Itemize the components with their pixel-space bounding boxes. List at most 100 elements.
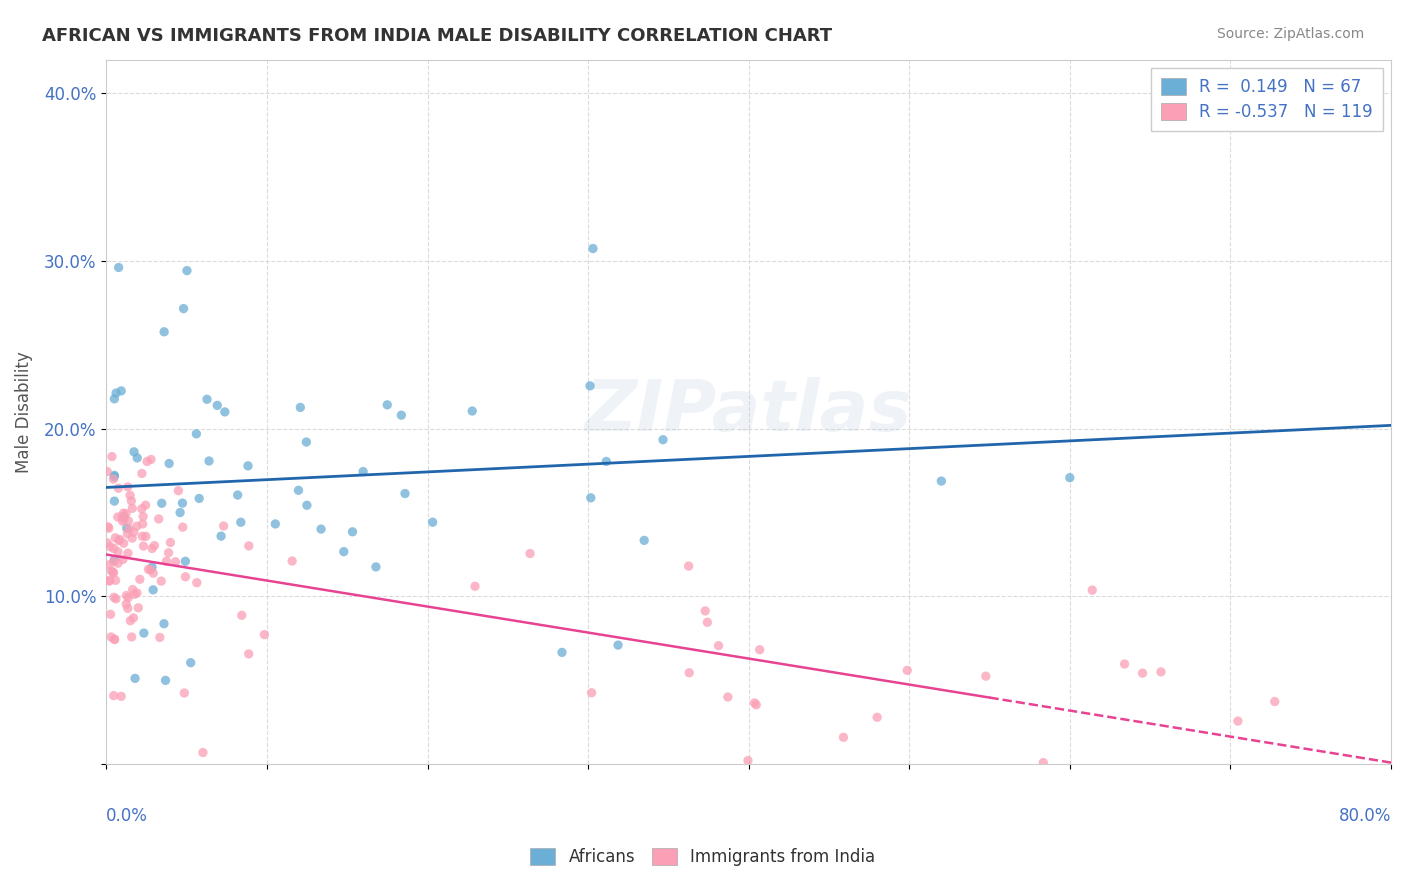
Point (155, 554, 177, 568)
Point (104, 574, 127, 588)
Point (198, 454, 221, 468)
Point (652, 433, 675, 447)
Point (290, 401, 312, 415)
Point (169, 506, 191, 520)
Point (176, 263, 198, 277)
Point (281, 554, 304, 568)
Point (678, 665, 700, 680)
Point (309, 522, 332, 536)
Point (122, 525, 145, 540)
Point (128, 572, 150, 586)
Point (121, 531, 143, 545)
Point (866, 710, 889, 724)
Point (117, 546, 139, 560)
Point (1251, 86, 1274, 100)
Point (1226, 714, 1249, 728)
Point (607, 638, 630, 652)
Point (214, 405, 236, 419)
Point (150, 496, 173, 510)
Point (103, 472, 125, 486)
Point (104, 531, 127, 545)
Point (127, 600, 149, 615)
Text: 80.0%: 80.0% (1339, 806, 1391, 824)
Point (142, 582, 165, 597)
Point (180, 656, 202, 670)
Point (100, 540, 122, 554)
Point (104, 591, 127, 606)
Point (115, 521, 138, 535)
Point (131, 501, 153, 516)
Point (174, 570, 197, 584)
Point (100, 630, 122, 644)
Point (707, 639, 730, 653)
Point (744, 696, 766, 710)
Point (832, 731, 855, 745)
Point (108, 533, 131, 548)
Point (135, 498, 157, 512)
Point (582, 242, 605, 256)
Point (173, 301, 195, 316)
Point (974, 669, 997, 683)
Point (120, 488, 142, 502)
Point (695, 604, 717, 618)
Point (121, 630, 143, 644)
Point (98, 574, 121, 588)
Point (115, 507, 138, 521)
Point (678, 559, 700, 574)
Point (139, 563, 162, 577)
Point (226, 488, 249, 502)
Point (103, 566, 125, 580)
Point (131, 529, 153, 543)
Point (422, 515, 444, 529)
Point (112, 536, 135, 550)
Text: AFRICAN VS IMMIGRANTS FROM INDIA MALE DISABILITY CORRELATION CHART: AFRICAN VS IMMIGRANTS FROM INDIA MALE DI… (42, 27, 832, 45)
Text: 0.0%: 0.0% (107, 806, 148, 824)
Point (111, 552, 134, 566)
Y-axis label: Male Disability: Male Disability (15, 351, 32, 473)
Point (103, 689, 125, 703)
Point (581, 686, 603, 700)
Point (124, 671, 146, 685)
Point (172, 496, 194, 510)
Point (579, 491, 602, 505)
Point (229, 515, 252, 529)
Point (375, 398, 398, 412)
Point (172, 520, 194, 534)
Point (107, 510, 129, 524)
Point (142, 566, 165, 581)
Point (139, 452, 162, 467)
Point (188, 491, 211, 506)
Point (103, 553, 125, 567)
Point (122, 611, 145, 625)
Point (896, 664, 918, 678)
Point (103, 632, 125, 646)
Point (103, 392, 125, 406)
Point (238, 539, 260, 553)
Point (107, 481, 129, 495)
Point (132, 539, 155, 553)
Point (115, 597, 138, 611)
Point (117, 591, 139, 605)
Point (149, 631, 172, 645)
Point (97, 558, 120, 572)
Point (153, 325, 176, 339)
Point (464, 579, 486, 593)
Point (117, 526, 139, 541)
Point (103, 468, 125, 483)
Point (186, 575, 208, 590)
Point (100, 564, 122, 578)
Point (717, 690, 740, 704)
Point (120, 614, 142, 628)
Point (96, 536, 118, 550)
Legend: R =  0.149   N = 67, R = -0.537   N = 119: R = 0.149 N = 67, R = -0.537 N = 119 (1150, 68, 1382, 131)
Point (138, 562, 160, 576)
Point (264, 516, 287, 531)
Point (153, 616, 176, 631)
Point (207, 398, 229, 412)
Point (107, 260, 129, 275)
Point (124, 587, 146, 601)
Point (122, 445, 145, 459)
Point (155, 673, 177, 688)
Point (1150, 665, 1173, 679)
Point (167, 483, 190, 498)
